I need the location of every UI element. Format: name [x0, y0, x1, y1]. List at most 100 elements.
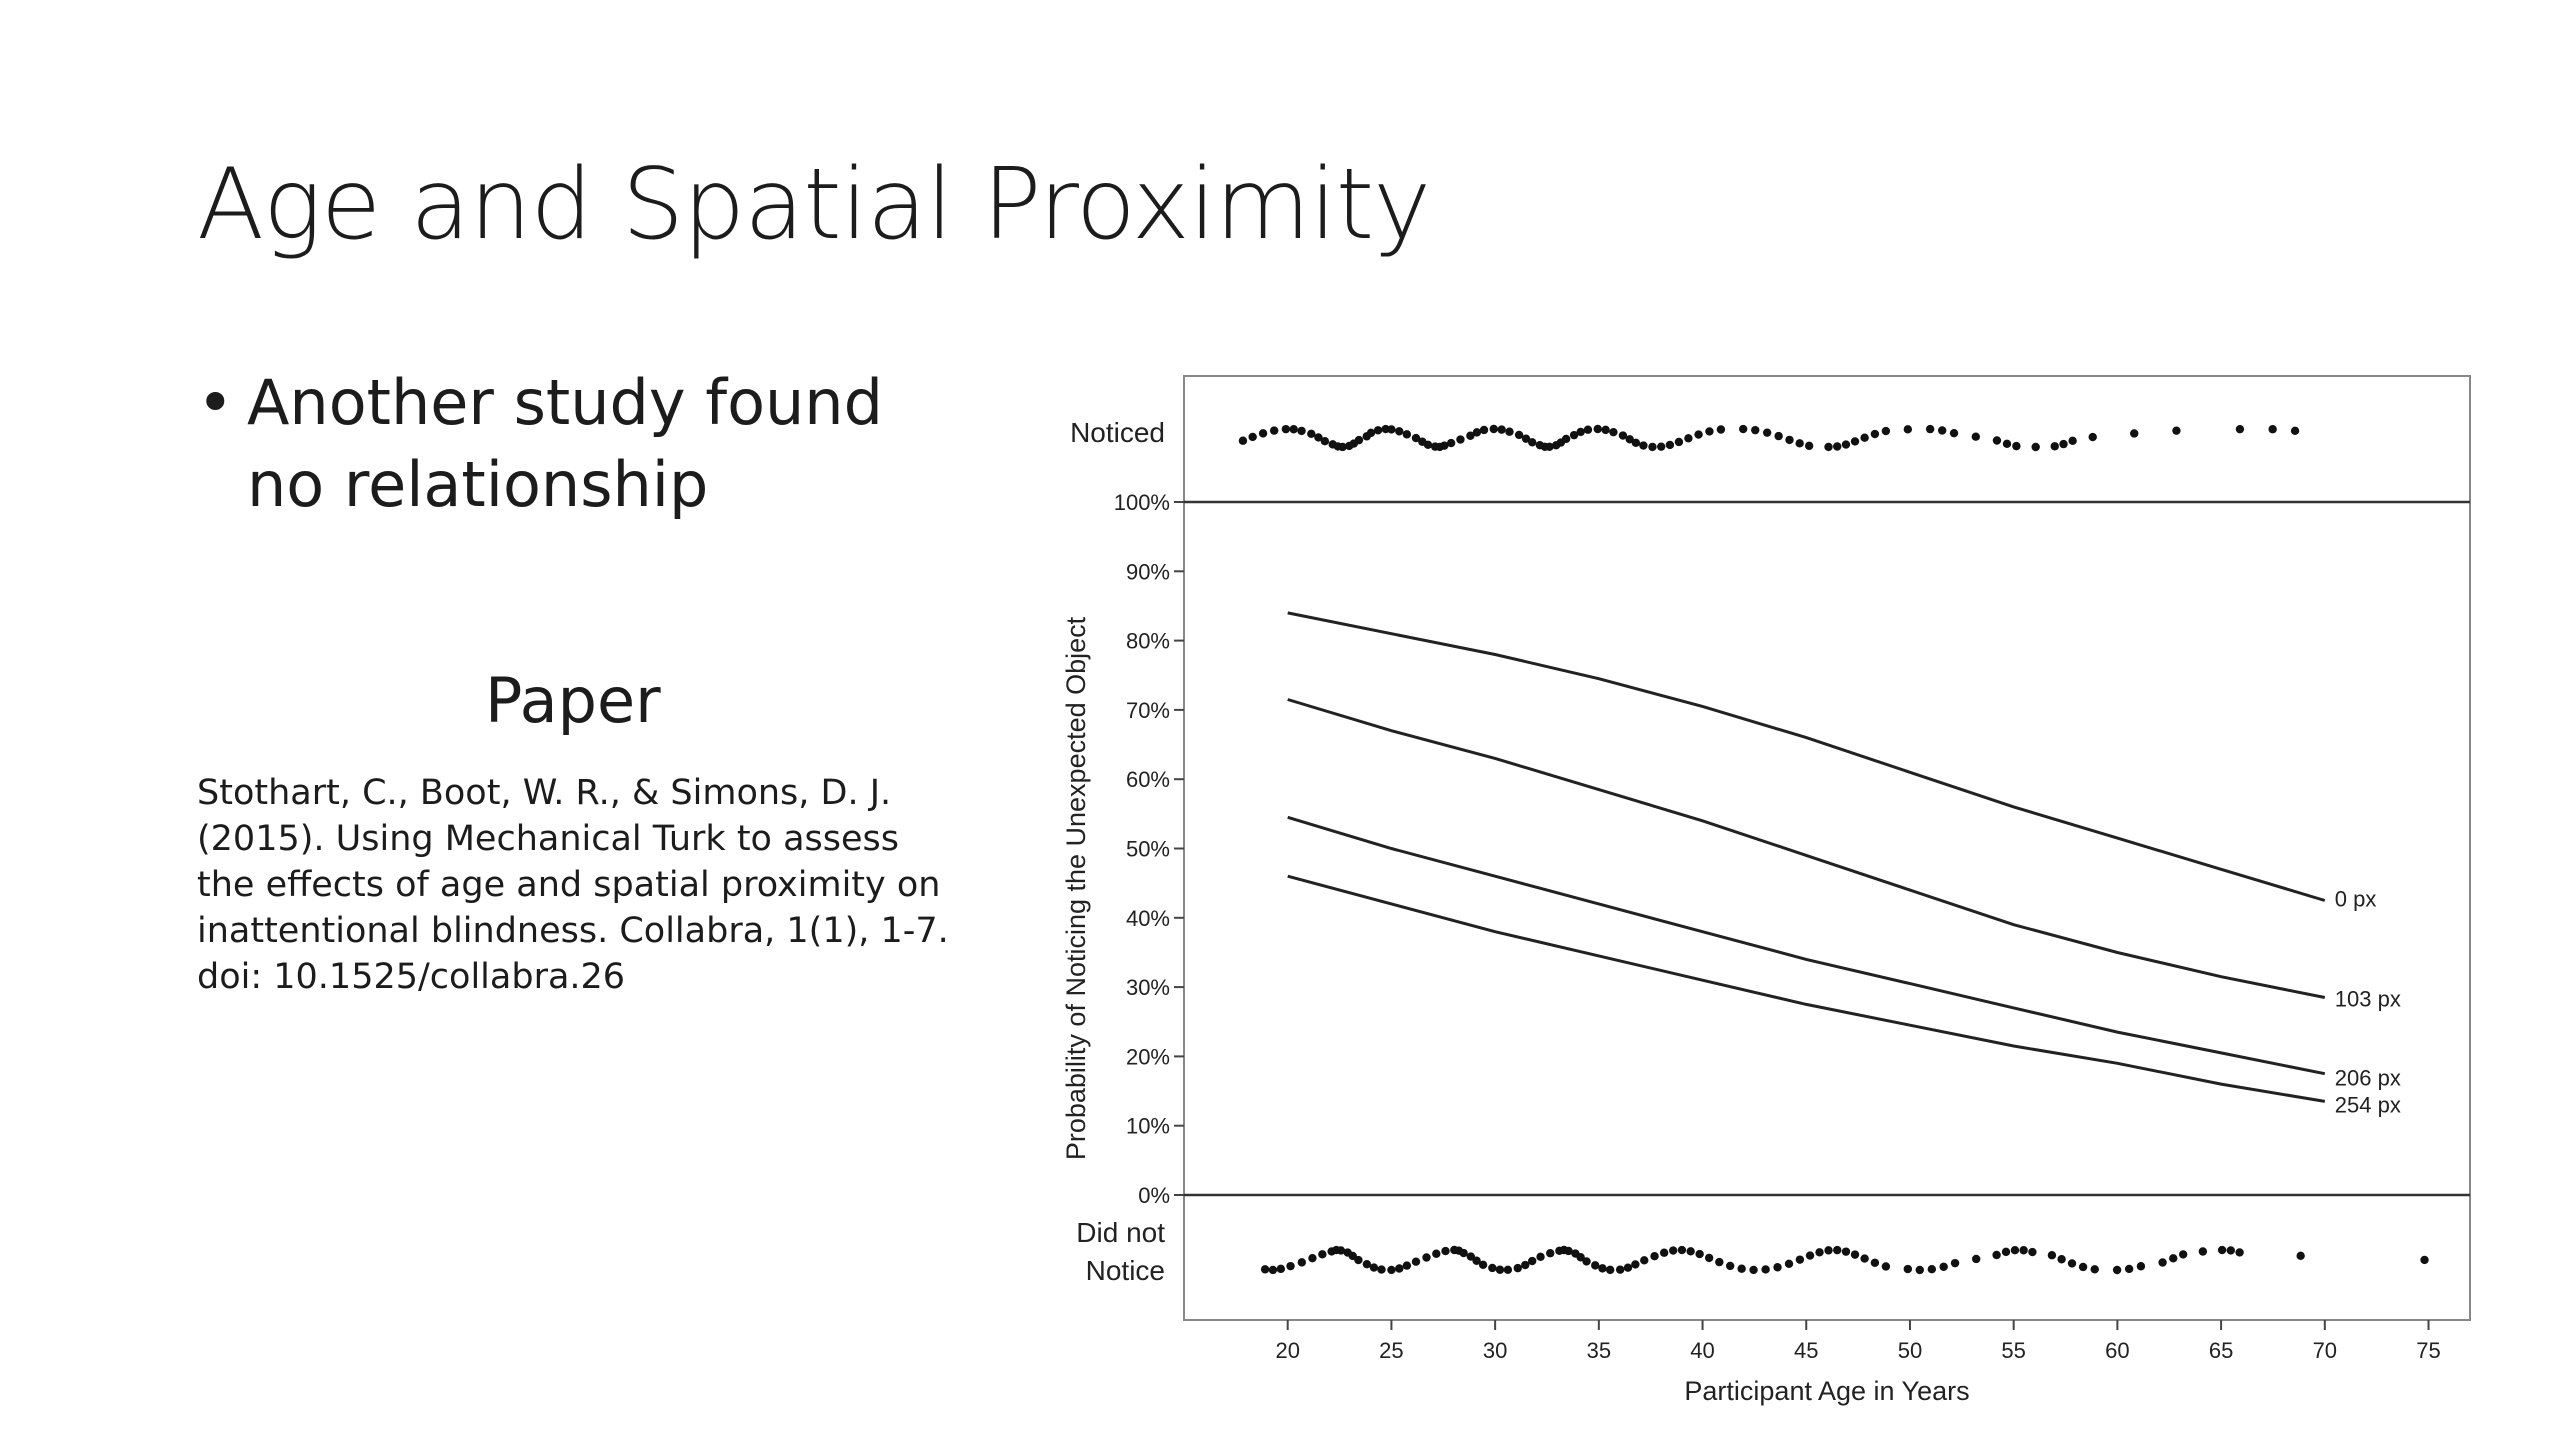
not-noticed-point: [2178, 1250, 2188, 1259]
noticed-point: [1281, 424, 1291, 434]
slide-title: Age and Spatial Proximity: [197, 148, 1431, 262]
noticed-point: [1804, 441, 1814, 451]
not-noticed-point: [1695, 1249, 1704, 1259]
not-noticed-point: [1795, 1255, 1805, 1264]
noticed-point: [1314, 433, 1323, 442]
noticed-point: [1307, 429, 1316, 439]
noticed-label: Noticed: [1070, 417, 1165, 448]
not-noticed-point: [2057, 1255, 2066, 1264]
not-noticed-point: [1631, 1260, 1640, 1269]
noticed-point: [1625, 435, 1634, 444]
noticed-point: [2012, 441, 2021, 451]
not-noticed-point: [2112, 1265, 2122, 1275]
noticed-point: [1569, 430, 1579, 440]
noticed-point: [1373, 426, 1383, 435]
not-noticed-point: [1546, 1249, 1555, 1258]
noticed-point: [1716, 425, 1726, 434]
not-noticed-point: [1528, 1256, 1537, 1266]
y-tick-label: 60%: [1126, 767, 1170, 792]
not-noticed-point: [1824, 1246, 1833, 1255]
not-noticed-point: [2067, 1259, 2077, 1268]
bullet-item: Another study found no relationship: [197, 362, 977, 526]
not-noticed-point: [1903, 1264, 1913, 1274]
not-noticed-point: [1276, 1264, 1286, 1274]
not-noticed-point: [1860, 1254, 1869, 1263]
not-noticed-point: [1432, 1249, 1441, 1258]
not-noticed-point: [1686, 1247, 1695, 1256]
bullet-list: Another study found no relationship: [197, 362, 977, 526]
not-noticed-point: [1915, 1265, 1924, 1275]
noticed-point: [1297, 426, 1306, 436]
not-noticed-point: [1377, 1265, 1386, 1274]
noticed-point: [1238, 436, 1248, 445]
not-noticed-point: [1336, 1246, 1346, 1255]
series-label: 0 px: [2335, 886, 2377, 911]
y-tick-label: 70%: [1126, 698, 1170, 723]
not-noticed-point: [2296, 1251, 2305, 1261]
not-noticed-point: [1737, 1264, 1746, 1273]
not-noticed-point: [1472, 1256, 1481, 1265]
not-noticed-point: [1605, 1265, 1615, 1275]
not-noticed-point: [1833, 1245, 1842, 1255]
not-noticed-point: [1805, 1251, 1815, 1260]
noticed-point: [1545, 442, 1554, 452]
not-noticed-point: [1308, 1253, 1317, 1263]
not-noticed-point: [1725, 1261, 1735, 1271]
not-noticed-point: [1369, 1263, 1379, 1272]
not-noticed-point: [1459, 1248, 1468, 1258]
not-noticed-point: [2001, 1247, 2011, 1257]
not-noticed-point: [1841, 1247, 1851, 1256]
not-noticed-point: [2124, 1264, 2134, 1274]
x-tick-label: 40: [1690, 1338, 1714, 1363]
citation: Stothart, C., Boot, W. R., & Simons, D. …: [197, 770, 977, 1000]
not-noticed-point: [1387, 1265, 1396, 1275]
not-noticed-point: [1395, 1264, 1404, 1273]
x-tick-label: 30: [1483, 1338, 1507, 1363]
not-noticed-point: [2136, 1262, 2146, 1271]
not-noticed-point: [2078, 1262, 2088, 1272]
noticed-point: [1925, 424, 1935, 434]
x-tick-label: 45: [1794, 1338, 1818, 1363]
probability-chart: 0% 10% 20% 30% 40% 50% 60% 70% 80% 90% 100% 20 25 30 3…: [1061, 375, 2471, 1406]
not-noticed-point: [1623, 1263, 1633, 1272]
not-noticed-point: [1411, 1257, 1421, 1266]
not-noticed-point: [2198, 1247, 2208, 1256]
noticed-point: [2235, 424, 2245, 434]
noticed-point: [1561, 434, 1571, 444]
citation-line: (2015). Using Mechanical Turk to assess: [197, 819, 899, 859]
not-noticed-point: [2090, 1265, 2099, 1274]
noticed-point: [1505, 427, 1514, 436]
x-tick-label: 50: [1898, 1338, 1922, 1363]
x-tick-label: 55: [2001, 1338, 2025, 1363]
y-tick-label: 90%: [1126, 559, 1170, 584]
not-noticed-point: [1441, 1246, 1450, 1256]
noticed-point: [2088, 432, 2097, 442]
not-noticed-point: [1286, 1261, 1295, 1271]
noticed-point: [1593, 424, 1602, 434]
noticed-point: [1824, 442, 1833, 452]
x-tick-label: 65: [2209, 1338, 2233, 1363]
y-tick-label: 80%: [1126, 629, 1170, 654]
citation-line: the effects of age and spatial proximity…: [197, 865, 941, 905]
x-tick-label: 25: [1379, 1338, 1403, 1363]
citation-line: doi: 10.1525/collabra.26: [197, 957, 626, 997]
x-tick-label: 60: [2105, 1338, 2129, 1363]
noticed-point: [1795, 439, 1804, 448]
noticed-point: [2268, 425, 2277, 434]
noticed-point: [1971, 432, 1981, 441]
paper-heading: Paper: [485, 664, 661, 737]
noticed-point: [1949, 428, 1959, 438]
x-tick-label: 70: [2313, 1338, 2337, 1363]
noticed-point: [1466, 431, 1475, 440]
noticed-point: [1684, 434, 1693, 443]
not-noticed-point: [2235, 1248, 2244, 1257]
noticed-point: [1665, 440, 1675, 450]
not-noticed-point: [1850, 1250, 1860, 1259]
noticed-point: [1521, 434, 1531, 443]
not-noticed-point: [1591, 1261, 1600, 1270]
noticed-point: [1387, 425, 1396, 434]
noticed-point: [1402, 430, 1412, 439]
noticed-point: [1903, 425, 1913, 434]
y-tick-label: 10%: [1126, 1114, 1170, 1139]
y-tick-label: 40%: [1126, 906, 1170, 931]
